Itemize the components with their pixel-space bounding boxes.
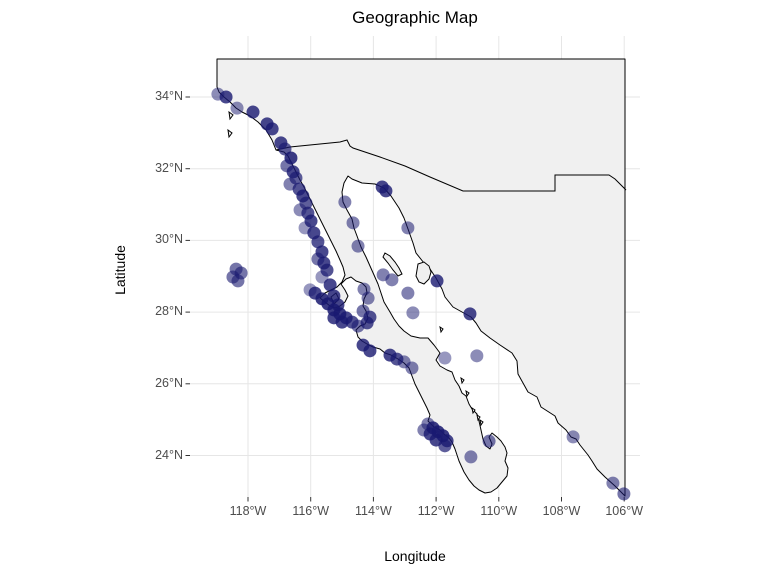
y-tick-label: 24°N bbox=[155, 447, 183, 462]
x-tick-label: 108°W bbox=[542, 504, 581, 518]
data-point bbox=[363, 344, 377, 358]
us-mexico-border-line bbox=[275, 139, 627, 192]
data-points-layer bbox=[211, 87, 631, 501]
data-point bbox=[320, 263, 334, 277]
data-point bbox=[338, 195, 352, 209]
x-tick-label: 110°W bbox=[480, 504, 518, 518]
data-point bbox=[230, 101, 244, 115]
y-tick-label: 26°N bbox=[155, 375, 183, 390]
land-layer bbox=[216, 58, 626, 497]
land-polygon bbox=[216, 58, 626, 497]
x-axis-title: Longitude bbox=[384, 548, 446, 564]
x-tick-label: 106°W bbox=[605, 504, 644, 518]
y-tick-label: 34°N bbox=[155, 89, 183, 103]
island-polygon bbox=[465, 389, 470, 398]
island-polygon bbox=[382, 252, 403, 277]
y-tick-label: 32°N bbox=[155, 160, 183, 175]
data-point bbox=[323, 278, 337, 292]
data-point bbox=[617, 487, 631, 501]
data-point bbox=[246, 105, 260, 119]
islands-layer bbox=[227, 110, 484, 427]
x-tick-label: 112°W bbox=[417, 504, 455, 518]
data-point bbox=[304, 214, 318, 228]
data-point bbox=[430, 274, 444, 288]
border-polyline bbox=[275, 139, 627, 192]
data-point bbox=[303, 283, 317, 297]
data-point bbox=[361, 291, 375, 305]
island-polygon bbox=[476, 413, 481, 422]
data-point bbox=[351, 239, 365, 253]
x-tick-label: 114°W bbox=[355, 504, 392, 518]
axis-tick-marks bbox=[185, 96, 625, 502]
y-tick-label: 30°N bbox=[155, 232, 183, 247]
island-polygon bbox=[439, 325, 444, 334]
data-point bbox=[417, 423, 431, 437]
data-point bbox=[315, 270, 329, 284]
data-point bbox=[566, 430, 580, 444]
data-point bbox=[464, 450, 478, 464]
data-point bbox=[327, 311, 341, 325]
island-polygon bbox=[471, 406, 476, 415]
data-point bbox=[482, 434, 496, 448]
data-point bbox=[265, 122, 279, 136]
data-point bbox=[379, 184, 393, 198]
data-point bbox=[219, 90, 233, 104]
data-point bbox=[606, 476, 620, 490]
data-point bbox=[401, 221, 415, 235]
data-point bbox=[360, 316, 374, 330]
island-polygon bbox=[227, 128, 233, 139]
data-point bbox=[463, 307, 477, 321]
data-point bbox=[406, 306, 420, 320]
data-point bbox=[385, 273, 399, 287]
island-polygon bbox=[415, 261, 432, 285]
island-polygon bbox=[228, 110, 234, 121]
data-point bbox=[401, 286, 415, 300]
data-point bbox=[311, 235, 325, 249]
island-polygon bbox=[479, 418, 484, 427]
data-point bbox=[405, 361, 419, 375]
data-point bbox=[438, 439, 452, 453]
data-point bbox=[346, 216, 360, 230]
chart-title: Geographic Map bbox=[352, 8, 478, 27]
y-axis-title: Latitude bbox=[112, 245, 128, 295]
x-tick-label: 116°W bbox=[292, 504, 330, 518]
data-point bbox=[438, 351, 452, 365]
data-point bbox=[231, 274, 245, 288]
x-tick-label: 118°W bbox=[229, 504, 267, 518]
data-point bbox=[470, 349, 484, 363]
island-polygon bbox=[460, 376, 465, 385]
y-tick-label: 28°N bbox=[155, 304, 183, 319]
